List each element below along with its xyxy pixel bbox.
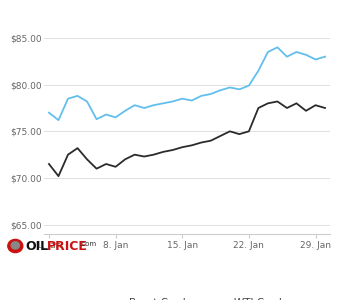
Text: OIL: OIL bbox=[26, 239, 49, 253]
Text: PRICE: PRICE bbox=[47, 239, 88, 253]
Legend: Brent Crude, WTI Crude: Brent Crude, WTI Crude bbox=[98, 298, 288, 300]
Text: .com: .com bbox=[79, 242, 96, 248]
